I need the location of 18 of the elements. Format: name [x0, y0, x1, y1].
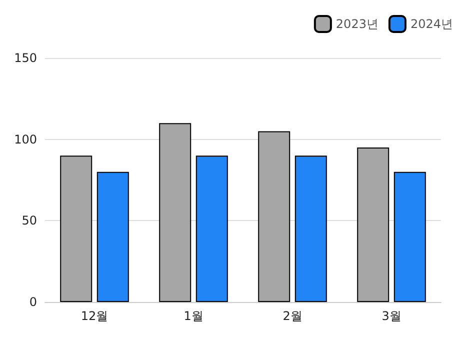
x-tick-label: 12월	[80, 309, 108, 323]
bar	[294, 156, 327, 302]
bar	[159, 123, 192, 302]
y-tick-label: 150	[14, 51, 37, 65]
x-tick-label: 1월	[184, 309, 204, 323]
bar	[196, 156, 228, 302]
bar	[394, 172, 426, 302]
bar	[357, 147, 390, 302]
legend-label: 2024년	[410, 17, 454, 31]
y-tick-label: 100	[14, 132, 37, 146]
bar	[258, 131, 290, 302]
legend-label: 2023년	[336, 17, 378, 31]
y-tick-label: 50	[22, 214, 37, 228]
y-tick-label: 0	[29, 295, 37, 309]
bar	[60, 156, 92, 302]
x-tick-label: 2월	[282, 309, 302, 323]
bar	[96, 172, 129, 302]
x-tick-label: 3월	[382, 309, 402, 323]
